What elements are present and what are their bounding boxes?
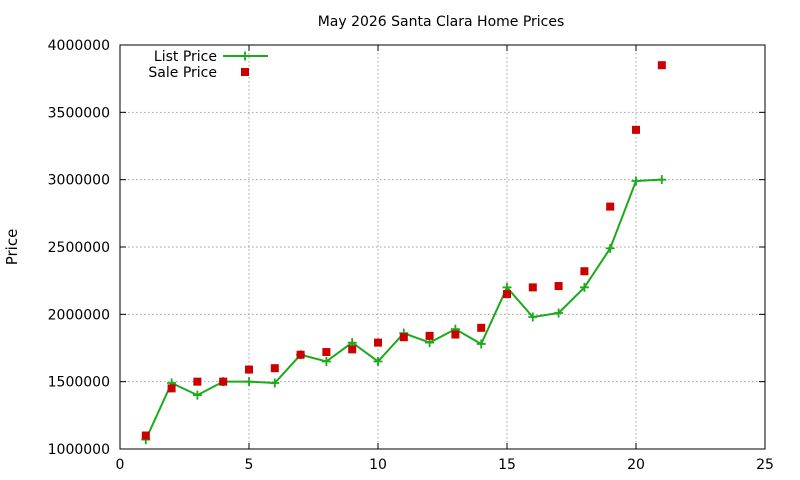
data-point xyxy=(606,202,615,211)
data-point xyxy=(192,390,202,400)
y-tick-label: 2000000 xyxy=(48,307,110,323)
x-tick-label: 25 xyxy=(756,457,774,473)
data-point xyxy=(425,331,434,340)
x-tick-label: 0 xyxy=(116,457,125,473)
y-tick-label: 3000000 xyxy=(48,173,110,189)
data-point xyxy=(321,356,331,366)
data-point xyxy=(374,338,382,347)
data-point xyxy=(476,339,486,349)
data-point xyxy=(503,290,511,299)
data-point xyxy=(244,377,254,387)
data-point xyxy=(219,377,228,386)
y-tick-label: 1000000 xyxy=(48,442,110,458)
y-tick-label: 3500000 xyxy=(48,105,110,121)
data-point xyxy=(141,431,150,440)
data-point xyxy=(477,323,486,332)
data-point xyxy=(631,176,641,186)
data-point xyxy=(605,243,615,253)
data-point xyxy=(270,364,279,373)
data-point xyxy=(528,312,538,322)
y-axis-label: Price xyxy=(3,229,21,266)
legend-label: List Price xyxy=(154,49,217,65)
data-point xyxy=(632,125,640,134)
data-point xyxy=(451,330,460,339)
x-tick-label: 15 xyxy=(498,457,516,473)
data-point xyxy=(657,175,667,185)
data-point xyxy=(579,282,589,292)
grid xyxy=(120,45,765,449)
x-tick-label: 20 xyxy=(627,457,645,473)
data-point xyxy=(270,378,280,388)
data-point xyxy=(348,345,357,354)
data-point xyxy=(399,333,408,342)
data-point xyxy=(167,384,176,393)
data-point xyxy=(373,356,383,366)
data-point xyxy=(554,282,563,291)
y-tick-label: 1500000 xyxy=(48,375,110,391)
y-tick-label: 2500000 xyxy=(48,240,110,256)
data-point xyxy=(580,267,589,276)
data-point xyxy=(245,365,253,374)
series-line xyxy=(144,178,662,440)
data-point xyxy=(322,348,331,357)
legend-swatch xyxy=(240,51,250,61)
axis-ticks: 0 5 10 15 20 25 1000000 1500000 2000000 2500000 30… xyxy=(48,38,774,473)
series-list-price xyxy=(141,175,667,445)
x-tick-label: 5 xyxy=(245,457,254,473)
legend-label: Sale Price xyxy=(148,65,217,81)
data-point xyxy=(296,350,305,359)
data-point xyxy=(193,377,202,386)
x-tick-label: 10 xyxy=(369,457,387,473)
data-point xyxy=(528,283,537,292)
series-sale-price xyxy=(141,61,666,440)
chart-title: May 2026 Santa Clara Home Prices xyxy=(318,14,565,30)
series xyxy=(141,61,667,445)
y-tick-label: 4000000 xyxy=(48,38,110,54)
data-point xyxy=(657,61,666,70)
legend-swatch xyxy=(241,68,249,76)
data-point xyxy=(554,308,564,318)
